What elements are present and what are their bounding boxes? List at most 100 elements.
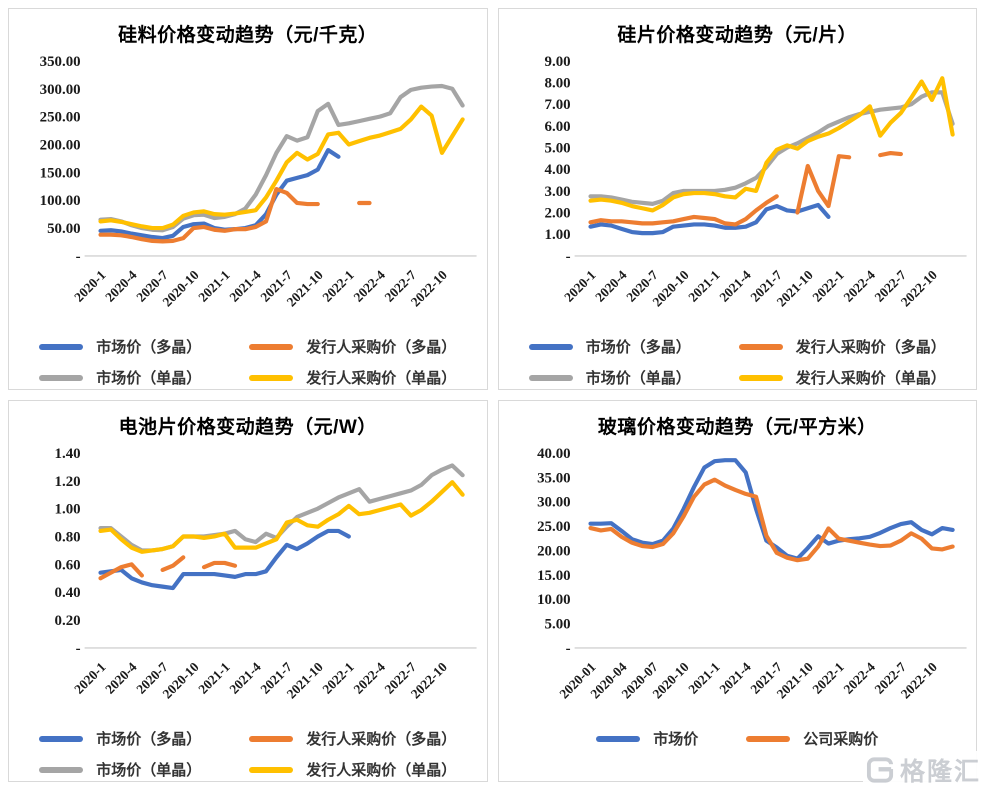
x-axis-tick-label: 2022-1 (809, 267, 847, 305)
legend-line-marker (39, 735, 84, 742)
legend-item: 发行人采购价（多晶） (738, 336, 946, 357)
chart-legend-glass: 市场价 公司采购价 (499, 728, 977, 749)
legend-label: 发行人采购价（单晶） (306, 762, 457, 779)
line-chart-silicon-material: 350.00 300.00 250.00 200.00 150.00 100.00 50.0… (40, 54, 477, 310)
y-axis-tick-label: 0.40 (55, 585, 81, 601)
legend-label: 发行人采购价（多晶） (795, 339, 946, 356)
y-axis-tick-label: 9.00 (544, 54, 570, 70)
legend-line-marker (738, 343, 783, 350)
data-series-1 (98, 186, 372, 244)
x-axis-tick-label: 2021-1 (685, 659, 723, 697)
chart-panel-silicon-wafer: 硅片价格变动趋势（元/片） 9.00 8.00 7.00 6.00 5.00 4.00 3.… (497, 8, 977, 390)
x-axis-tick-label: 2022-4 (840, 267, 878, 305)
y-axis-tick-label: 10.00 (537, 592, 571, 608)
x-axis-tick-label: 2021-1 (685, 267, 723, 305)
legend-item: 公司采购价 (746, 728, 878, 749)
x-axis-tick-label: 2021-1 (195, 659, 233, 697)
y-axis-tick-label: 20.00 (537, 543, 571, 559)
charts-grid: 硅料价格变动趋势（元/千克） 350.00 300.00 250.00 200.00 1… (8, 8, 977, 782)
legend-line-marker (746, 735, 791, 742)
chart-title-glass: 玻璃价格变动趋势（元/平方米） (597, 417, 877, 438)
chart-panel-solar-cell: 电池片价格变动趋势（元/W） 1.40 1.20 1.00 0.80 0.60 0.40 0… (8, 400, 488, 782)
legend-label: 市场价（多晶） (585, 339, 691, 356)
legend-line-marker (249, 735, 294, 742)
legend-label: 发行人采购价（多晶） (306, 339, 457, 356)
y-axis-tick-label: 30.00 (537, 495, 571, 511)
legend-label: 发行人采购价（多晶） (306, 731, 457, 748)
x-axis-tick-label: 2022-4 (350, 267, 388, 305)
x-axis-tick-label: 2021-4 (716, 267, 754, 305)
gelonghui-g-logo-icon (866, 757, 895, 783)
legend-line-marker (249, 766, 294, 773)
legend-item: 市场价（多晶） (39, 336, 201, 357)
legend-item: 发行人采购价（多晶） (249, 336, 456, 357)
y-axis-tick-label: - (76, 249, 81, 265)
y-axis-tick-label: 25.00 (537, 519, 571, 535)
x-axis-tick-label: 2022-4 (350, 659, 388, 697)
y-axis-tick-label: 100.00 (40, 193, 81, 209)
chart-panel-silicon-material: 硅料价格变动趋势（元/千克） 350.00 300.00 250.00 200.00 1… (8, 8, 488, 390)
data-series-0 (587, 202, 831, 236)
chart-title-silicon-material: 硅料价格变动趋势（元/千克） (118, 25, 378, 46)
legend-item: 发行人采购价（多晶） (249, 728, 456, 749)
legend-label: 市场价 (653, 731, 699, 748)
chart-panel-glass: 玻璃价格变动趋势（元/平方米） 40.00 35.00 30.00 25.00 20.0… (497, 400, 977, 782)
y-axis-tick-label: 1.00 (55, 502, 81, 518)
legend-item: 发行人采购价（单晶） (249, 759, 456, 780)
data-series-2 (98, 83, 465, 233)
x-axis-tick-label: 2020-4 (102, 659, 140, 697)
legend-line-marker (738, 374, 783, 381)
data-series-1 (587, 150, 903, 227)
legend-item: 市场价（单晶） (39, 759, 201, 780)
x-axis-tick-label: 2021-4 (226, 267, 264, 305)
chart-legend-silicon-wafer: 市场价（多晶） 发行人采购价（多晶） 市场价（单晶） 发行人采购价（单晶） (499, 336, 977, 388)
data-series-3 (587, 76, 955, 213)
y-axis-tick-label: - (76, 641, 81, 657)
legend-label: 市场价（多晶） (96, 339, 202, 356)
x-axis-tick-label: 2022-4 (840, 659, 878, 697)
y-axis-tick-label: 5.00 (544, 617, 570, 633)
legend-item: 市场价（单晶） (39, 367, 201, 388)
line-chart-solar-cell: 1.40 1.20 1.00 0.80 0.60 0.40 0.20 - 2020-12020-… (55, 446, 477, 702)
legend-line-marker (528, 343, 573, 350)
y-axis-tick-label: 40.00 (537, 446, 571, 462)
y-axis-tick-label: 35.00 (537, 470, 571, 486)
legend-label: 市场价（多晶） (96, 731, 202, 748)
y-axis-tick-label: 0.80 (55, 529, 81, 545)
y-axis-tick-label: 150.00 (40, 165, 81, 181)
data-series-3 (98, 104, 465, 231)
x-axis-tick-label: 2020-1 (71, 659, 109, 697)
legend-item: 发行人采购价（单晶） (738, 367, 946, 388)
legend-item: 市场价（单晶） (528, 367, 691, 388)
legend-line-marker (596, 735, 641, 742)
legend-line-marker (249, 374, 294, 381)
y-axis-tick-label: 200.00 (40, 137, 81, 153)
chart-title-solar-cell: 电池片价格变动趋势（元/W） (118, 417, 377, 438)
y-axis-tick-label: 4.00 (544, 162, 570, 178)
x-axis-tick-label: 2020-4 (592, 267, 630, 305)
y-axis-tick-label: 350.00 (40, 54, 81, 70)
chart-legend-silicon-material: 市场价（多晶） 发行人采购价（多晶） 市场价（单晶） 发行人采购价（单晶） (9, 336, 487, 388)
y-axis-tick-label: 8.00 (544, 76, 570, 92)
legend-label: 公司采购价 (803, 731, 879, 748)
y-axis-tick-label: 50.00 (47, 221, 81, 237)
data-series-2 (587, 90, 955, 206)
legend-item: 市场价 (596, 728, 698, 749)
x-axis-tick-label: 2022-1 (319, 659, 357, 697)
legend-item: 市场价（多晶） (528, 336, 691, 357)
legend-label: 市场价（单晶） (585, 370, 691, 387)
y-axis-tick-label: 6.00 (544, 119, 570, 135)
x-axis-tick-label: 2021-4 (716, 659, 754, 697)
y-axis-tick-label: 2.00 (544, 206, 570, 222)
y-axis-tick-label: - (565, 249, 570, 265)
x-axis-tick-label: 2022-1 (319, 267, 357, 305)
legend-item: 发行人采购价（单晶） (249, 367, 456, 388)
x-axis-tick-label: 2022-1 (809, 659, 847, 697)
watermark-brand-text: 格隆汇 (899, 758, 981, 786)
x-axis-tick-label: 2020-1 (71, 267, 109, 305)
y-axis-tick-label: 3.00 (544, 184, 570, 200)
legend-label: 市场价（单晶） (96, 762, 202, 779)
data-series-2 (98, 463, 465, 553)
x-axis-tick-label: 2020-1 (561, 267, 599, 305)
x-axis-tick-label: 2021-1 (195, 267, 233, 305)
